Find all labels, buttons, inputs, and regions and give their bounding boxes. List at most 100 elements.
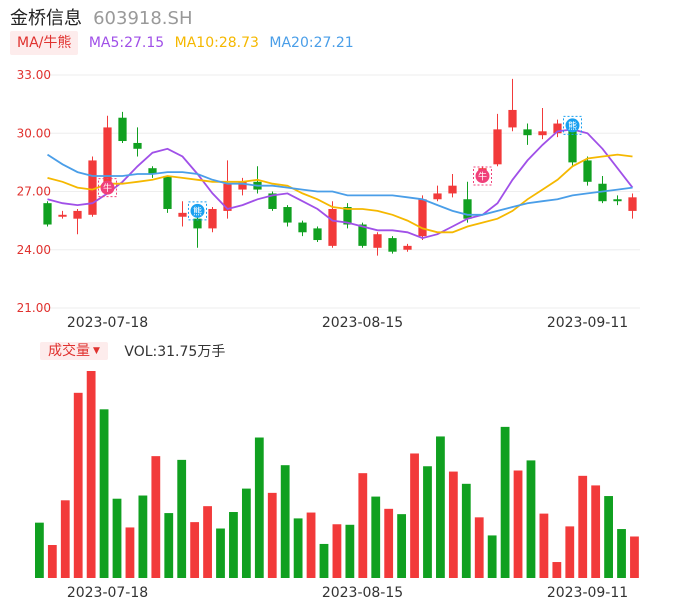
volume-bar — [177, 459, 187, 578]
candle — [508, 78, 517, 132]
candle-body — [508, 109, 517, 128]
volume-bar — [164, 513, 174, 578]
volume-bar — [60, 500, 70, 578]
volume-bar — [151, 456, 161, 578]
volume-bar — [578, 475, 588, 578]
ma-line-ma5 — [47, 128, 634, 240]
candle-body — [148, 168, 157, 175]
volume-bar — [539, 513, 549, 578]
volume-indicator-selector[interactable]: 成交量 ▼ — [40, 342, 108, 360]
candle — [343, 203, 352, 229]
candle — [298, 220, 307, 237]
candle-body — [343, 207, 352, 225]
indicator-label: MA/牛熊 — [17, 35, 72, 51]
candle-body — [118, 117, 127, 142]
volume-bar — [630, 536, 639, 578]
volume-bar — [436, 436, 445, 578]
volume-bar — [371, 496, 381, 578]
candle-body — [328, 208, 337, 246]
candle-body — [598, 183, 607, 202]
volume-value: VOL:31.75万手 — [124, 344, 226, 360]
bear-signal-icon: 熊 — [563, 115, 582, 135]
volume-indicator-label: 成交量 — [48, 343, 90, 359]
signal-label: 熊 — [193, 205, 202, 217]
caret-down-icon: ▼ — [93, 346, 100, 356]
candle-body — [583, 160, 592, 182]
x-tick-label: 2023-07-18 — [67, 315, 148, 331]
candle-body — [163, 175, 172, 209]
candle — [313, 226, 322, 242]
candle-body — [73, 210, 82, 219]
x-tick-label: 2023-08-15 — [322, 315, 403, 331]
volume-bar — [280, 465, 290, 578]
candle-body — [208, 208, 217, 229]
volume-bar — [617, 529, 626, 578]
ma10-label: MA10:28.73 — [174, 35, 259, 51]
candle — [553, 119, 562, 138]
volume-bar — [86, 371, 96, 578]
candle-body — [628, 197, 637, 211]
stock-header: 金桥信息 603918.SH — [10, 4, 193, 30]
volume-bar — [229, 512, 238, 578]
candle — [103, 115, 112, 186]
volume-bar — [500, 426, 510, 578]
candle — [208, 207, 217, 233]
candle-body — [223, 183, 232, 211]
volume-bar — [410, 453, 419, 578]
candle-body — [313, 228, 322, 241]
volume-bar — [203, 506, 212, 578]
candle — [538, 108, 547, 140]
candle — [73, 208, 82, 235]
bull-signal-icon: 牛 — [473, 166, 492, 186]
volume-bar — [216, 528, 225, 578]
candle-body — [538, 131, 547, 136]
y-tick-label: 24.00 — [17, 243, 51, 257]
indicator-selector[interactable]: MA/牛熊 — [10, 31, 79, 55]
volume-bar — [293, 518, 303, 578]
candle — [148, 166, 157, 178]
candle — [163, 175, 172, 213]
candle — [448, 174, 457, 198]
candle-body — [178, 212, 187, 217]
candle-body — [103, 127, 112, 182]
candle-body — [43, 203, 52, 225]
ma-line-ma10 — [47, 153, 633, 234]
volume-bar — [332, 524, 342, 578]
volume-bar — [474, 517, 484, 578]
volume-bar — [254, 437, 264, 578]
volume-bar — [190, 522, 200, 578]
candle-body — [358, 224, 367, 246]
volume-x-tick-label: 2023-08-15 — [322, 585, 403, 601]
y-tick-label: 30.00 — [17, 126, 51, 140]
candle — [133, 127, 142, 157]
candle — [388, 236, 397, 254]
candle — [328, 201, 337, 248]
volume-bar — [591, 485, 601, 578]
candle-body — [613, 199, 622, 202]
candle — [238, 177, 247, 196]
candle-body — [523, 129, 532, 136]
volume-bar — [358, 473, 368, 578]
candle — [463, 181, 472, 223]
candle-body — [283, 207, 292, 223]
signal-badge — [565, 118, 580, 133]
candle — [493, 113, 502, 167]
signal-badge — [190, 203, 205, 218]
candle-body — [373, 234, 382, 248]
candle — [418, 195, 427, 241]
signal-label: 牛 — [103, 182, 112, 194]
volume-bar — [47, 545, 57, 578]
ma-legend: MA/牛熊 MA5:27.15 MA10:28.73 MA20:27.21 — [10, 31, 354, 55]
candle — [373, 232, 382, 256]
candle — [613, 195, 622, 206]
volume-bar — [112, 498, 122, 578]
volume-bar — [138, 495, 148, 578]
candle-body — [403, 245, 412, 250]
candle — [583, 156, 592, 186]
candle — [118, 111, 127, 143]
volume-bar — [384, 508, 394, 578]
volume-bar — [448, 471, 458, 578]
candle-body — [433, 193, 442, 200]
candle — [283, 205, 292, 227]
